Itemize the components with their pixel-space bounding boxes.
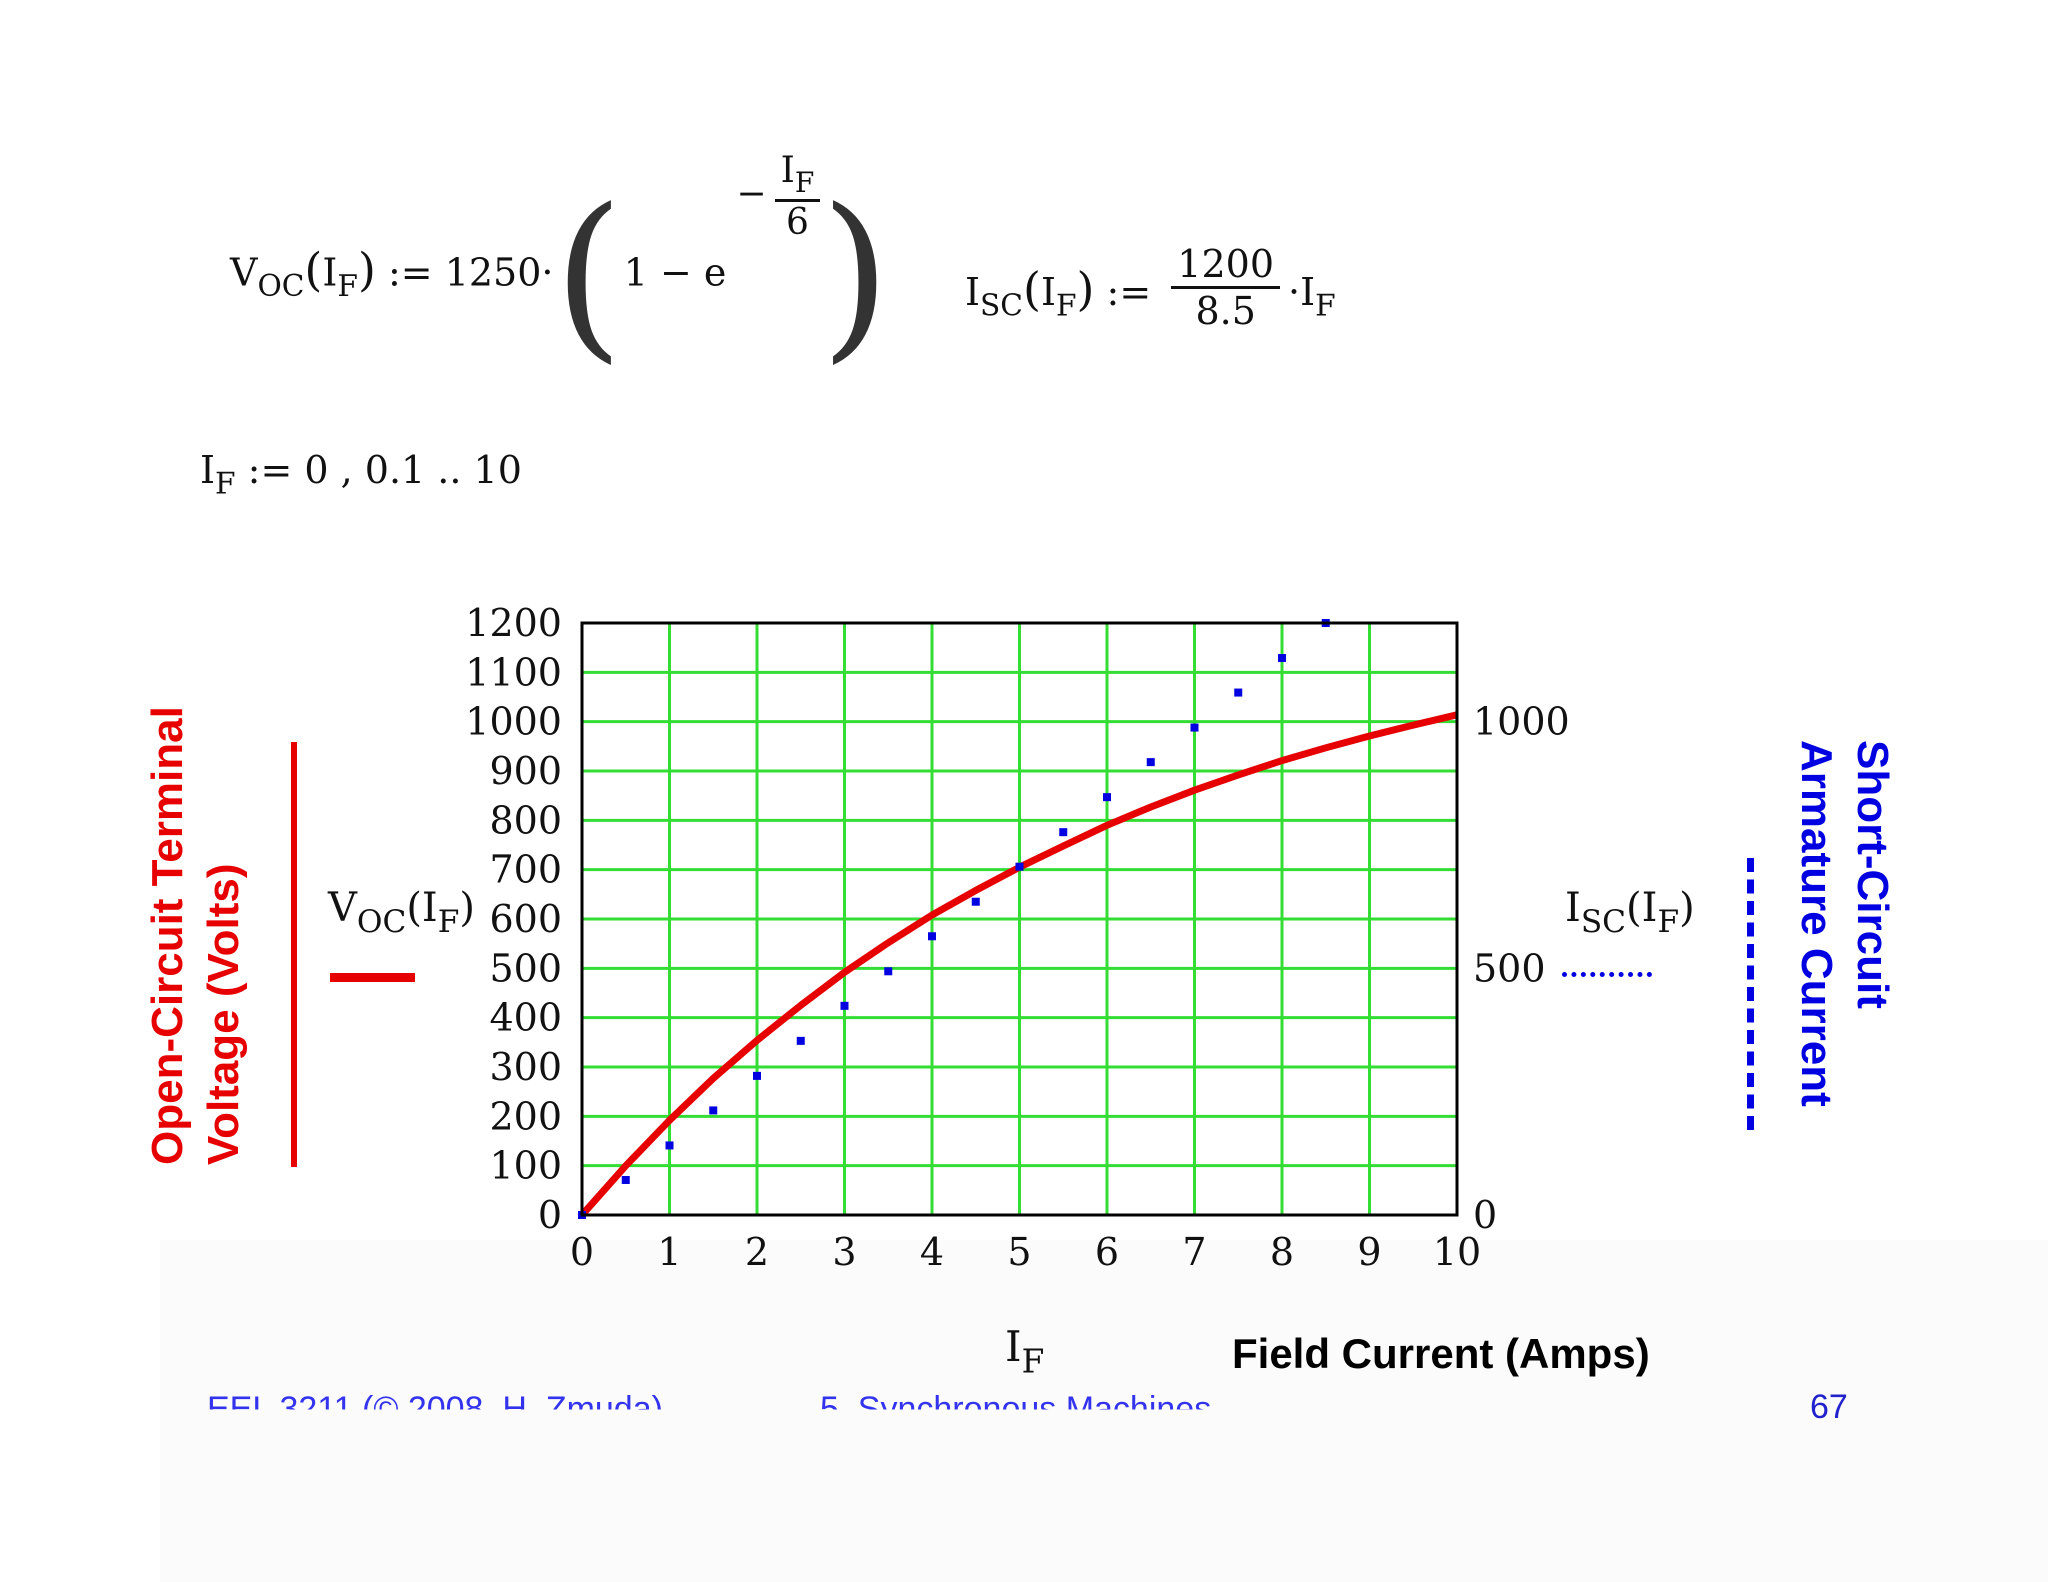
x-tick-label: 5: [1007, 1230, 1031, 1274]
y-left-tick-label: 800: [489, 798, 562, 842]
tick-labels: 0 1 2 3 4 5 6 7 8 9 100100200300400500600700800900…: [465, 601, 1569, 1274]
isc-point: [753, 1071, 761, 1080]
isc-point: [621, 1175, 630, 1184]
voc-formula: VOC(IF) := 1250·(1 − e− IF 6): [230, 150, 891, 380]
y-left-tick-label: 1200: [465, 601, 562, 645]
x-tick-label: 0: [570, 1230, 594, 1274]
background-panel: [160, 1240, 2048, 1582]
isc-point: [1059, 828, 1068, 837]
x-tick-label: 9: [1357, 1230, 1381, 1274]
y-right-tick-label: 1000: [1473, 700, 1570, 744]
y-right-tick-label: 500: [1473, 946, 1546, 990]
y-left-tick-label: 900: [489, 749, 562, 793]
y-left-tick-label: 100: [489, 1144, 562, 1188]
x-tick-label: 6: [1095, 1230, 1119, 1274]
page-number: 67: [1810, 1388, 1848, 1426]
isc-point: [1103, 793, 1111, 802]
isc-point: [840, 1001, 849, 1010]
isc-point: [928, 932, 936, 941]
voc-legend-line: [330, 973, 415, 982]
y-left-tick-label: 1100: [465, 650, 562, 694]
x-axis-title: Field Current (Amps): [1232, 1330, 1650, 1377]
y-left-tick-label: 300: [489, 1045, 562, 1089]
y-left-tick-label: 500: [489, 946, 562, 990]
x-tick-label: 8: [1270, 1230, 1294, 1274]
footer-middle: 5. Synchronous Machines: [820, 1390, 1212, 1428]
isc-point: [1234, 688, 1243, 697]
x-tick-label: 2: [745, 1230, 769, 1274]
x-tick-label: 1: [657, 1230, 681, 1274]
isc-formula: ISC(IF) := 1200 8.5 ·IF: [965, 242, 1336, 333]
y-left-tick-label: 200: [489, 1094, 562, 1138]
x-var-label: IF: [1005, 1322, 1045, 1381]
voc-legend-label: VOC(IF): [328, 885, 475, 940]
footer-left: EEL 3211 (© 2008. H. Zmuda): [207, 1390, 663, 1428]
isc-legend-label: ISC(IF): [1565, 885, 1695, 940]
isc-point: [665, 1141, 674, 1150]
isc-point: [1146, 758, 1155, 767]
isc-point: [884, 967, 893, 976]
y-right-tick-label: 0: [1473, 1193, 1497, 1237]
y-left-tick-label: 1000: [465, 700, 562, 744]
if-range-formula: IF := 0 , 0.1 .. 10: [200, 448, 522, 501]
x-tick-label: 7: [1182, 1230, 1206, 1274]
isc-vertical-dashes: [1747, 858, 1754, 1130]
isc-point: [709, 1106, 718, 1115]
plot-frame: [580, 621, 1459, 1217]
y-left-tick-label: 700: [489, 848, 562, 892]
y-left-tick-label: 0: [538, 1193, 562, 1237]
voc-vertical-bar: [291, 742, 297, 1167]
isc-point: [1190, 723, 1199, 732]
isc-point: [796, 1036, 805, 1045]
x-tick-label: 10: [1433, 1230, 1481, 1274]
x-tick-label: 3: [832, 1230, 856, 1274]
y-left-tick-label: 600: [489, 897, 562, 941]
isc-legend-dots: [1562, 972, 1652, 977]
isc-point: [971, 897, 980, 906]
isc-point: [1278, 654, 1286, 663]
x-tick-label: 4: [920, 1230, 944, 1274]
grid: [580, 621, 1459, 1217]
isc-point: [1015, 862, 1024, 871]
y-left-tick-label: 400: [489, 996, 562, 1040]
